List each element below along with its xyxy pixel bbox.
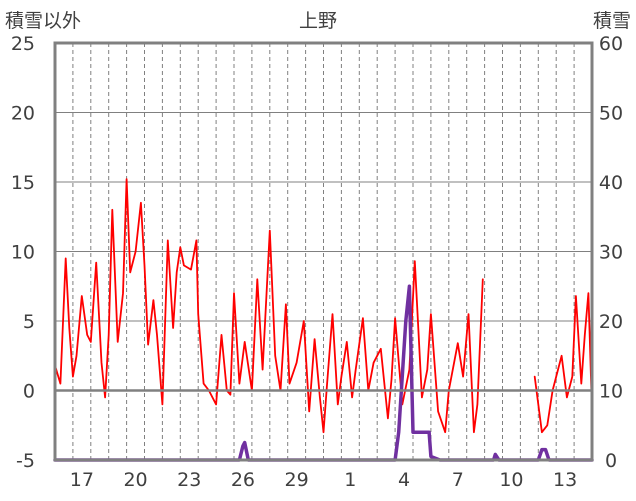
- y-right-tick-label: 50: [599, 103, 623, 125]
- x-tick-label: 4: [398, 469, 410, 491]
- y-right-tick-label: 0: [605, 450, 617, 472]
- y-left-tick-label: 10: [11, 242, 35, 264]
- x-tick-label: 13: [553, 469, 577, 491]
- x-tick-label: 10: [499, 469, 523, 491]
- other-series-line-2: [533, 292, 593, 434]
- y-left-axis-label: 積雪以外: [5, 10, 81, 32]
- x-tick-label: 7: [452, 469, 464, 491]
- other-series-line-1: [54, 178, 484, 434]
- y-left-tick-label: 5: [23, 311, 35, 333]
- y-right-tick-labels: 0 10 20 30 40 50 60: [599, 33, 623, 472]
- y-right-tick-label: 40: [599, 172, 623, 194]
- x-tick-label: 17: [70, 469, 94, 491]
- y-left-tick-label: 15: [11, 172, 35, 194]
- y-right-tick-label: 10: [599, 381, 623, 403]
- x-tick-label: 23: [177, 469, 201, 491]
- y-right-tick-label: 30: [599, 242, 623, 264]
- x-tick-label: 29: [285, 469, 309, 491]
- y-left-tick-label: 0: [23, 381, 35, 403]
- x-tick-label: 26: [231, 469, 255, 491]
- chart-title: 上野: [299, 10, 337, 32]
- x-tick-label: 1: [344, 469, 356, 491]
- y-right-axis-label: 積雪: [593, 10, 631, 32]
- y-left-tick-labels: -5 0 5 10 15 20 25: [11, 33, 35, 472]
- y-left-tick-label: -5: [16, 450, 35, 472]
- x-tick-labels: 17 20 23 26 29 1 4 7 10 13: [70, 469, 577, 491]
- y-left-tick-label: 25: [11, 33, 35, 55]
- y-left-tick-label: 20: [11, 103, 35, 125]
- x-tick-label: 20: [123, 469, 147, 491]
- plot-frame: [53, 41, 594, 462]
- y-right-tick-label: 20: [599, 311, 623, 333]
- y-right-tick-label: 60: [599, 33, 623, 55]
